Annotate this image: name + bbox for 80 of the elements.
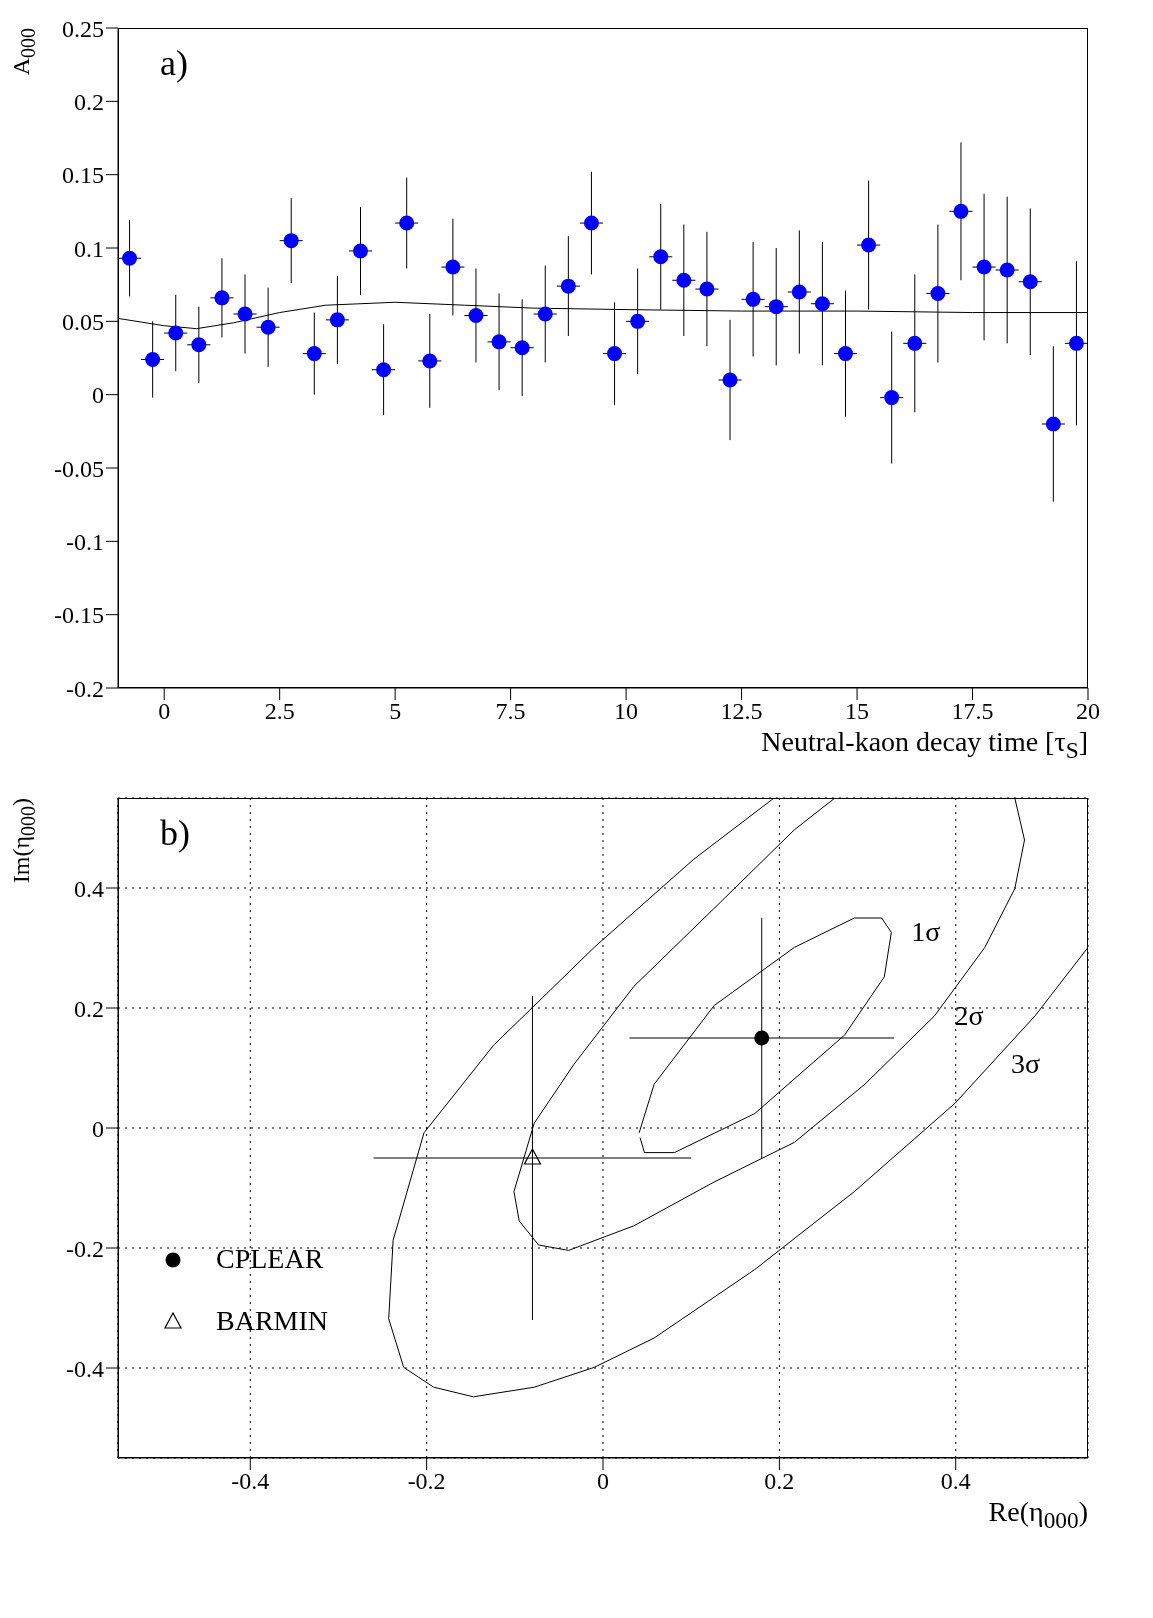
legend-label: CPLEAR [216, 1243, 324, 1275]
y-tick-label: -0.2 [66, 1235, 104, 1262]
point [283, 233, 299, 249]
point [699, 281, 715, 297]
point [861, 237, 877, 253]
point [468, 307, 484, 323]
point [145, 351, 161, 367]
y-tick-label: 0.2 [74, 995, 104, 1022]
point [999, 262, 1015, 278]
x-tick-label: 17.5 [951, 698, 994, 725]
y-tick-label: 0.25 [62, 15, 104, 42]
x-tick-label: 0.4 [940, 1468, 971, 1495]
annotation: 2σ [954, 999, 984, 1032]
point [976, 259, 992, 275]
x-tick-label: 2.5 [264, 698, 295, 725]
point [168, 325, 184, 341]
point [791, 284, 807, 300]
y-tick-label: 0.15 [62, 162, 104, 189]
x-tick-label: 20 [1076, 698, 1100, 725]
x-tick-label: -0.4 [231, 1468, 270, 1495]
point [260, 319, 276, 335]
x-tick-label: -0.2 [407, 1468, 446, 1495]
point [1045, 416, 1061, 432]
legend-label: BARMIN [216, 1305, 329, 1337]
point [514, 340, 530, 356]
y-tick-label: -0.05 [54, 455, 104, 482]
point [653, 249, 669, 265]
point [537, 306, 553, 322]
point [353, 243, 368, 259]
point [745, 291, 761, 307]
point [237, 306, 253, 322]
point [930, 285, 946, 301]
y-tick-label: 0.2 [74, 88, 104, 115]
x-tick-label: 5 [389, 698, 402, 725]
point [814, 296, 830, 312]
point [191, 337, 207, 353]
x-axis-title: Neutral-kaon decay time [τ$_{S}$] [761, 726, 1088, 764]
point [907, 335, 923, 351]
annotation: a) [160, 42, 188, 84]
point [953, 203, 969, 219]
point [583, 215, 599, 231]
y-tick-label: -0.15 [54, 602, 104, 629]
annotation: 1σ [911, 916, 941, 949]
point [122, 250, 138, 266]
x-tick-label: 12.5 [720, 698, 763, 725]
y-tick-label: -0.1 [66, 528, 104, 555]
point [768, 299, 784, 315]
y-tick-label: -0.2 [66, 675, 104, 702]
x-tick-label: 15 [845, 698, 870, 725]
point [1022, 274, 1038, 290]
point [422, 353, 438, 369]
point [306, 346, 322, 362]
y-tick-label: 0.1 [74, 235, 104, 262]
point [630, 313, 646, 329]
point [838, 346, 853, 362]
x-tick-label: 7.5 [495, 698, 526, 725]
x-axis-title: Re(η$_{000}$) [988, 1496, 1088, 1534]
y-tick-label: 0.05 [62, 308, 104, 335]
point [445, 259, 461, 275]
point [722, 372, 738, 388]
point [399, 215, 415, 231]
y-tick-label: 0 [92, 1115, 104, 1142]
point [676, 272, 692, 288]
point [1068, 335, 1084, 351]
x-tick-label: 0 [158, 698, 171, 725]
point [214, 290, 230, 306]
point [491, 334, 507, 350]
annotation: 3σ [1011, 1047, 1041, 1080]
point [607, 346, 623, 362]
x-tick-label: 0 [597, 1468, 609, 1495]
y-tick-label: 0 [92, 382, 104, 409]
x-tick-label: 0.2 [764, 1468, 795, 1495]
point [376, 362, 392, 378]
y-tick-label: 0.4 [74, 875, 104, 902]
annotation: b) [160, 812, 190, 854]
x-tick-label: 10 [614, 698, 639, 725]
point [560, 278, 576, 294]
y-tick-label: -0.4 [66, 1355, 104, 1382]
point [329, 312, 345, 328]
point [884, 390, 900, 406]
